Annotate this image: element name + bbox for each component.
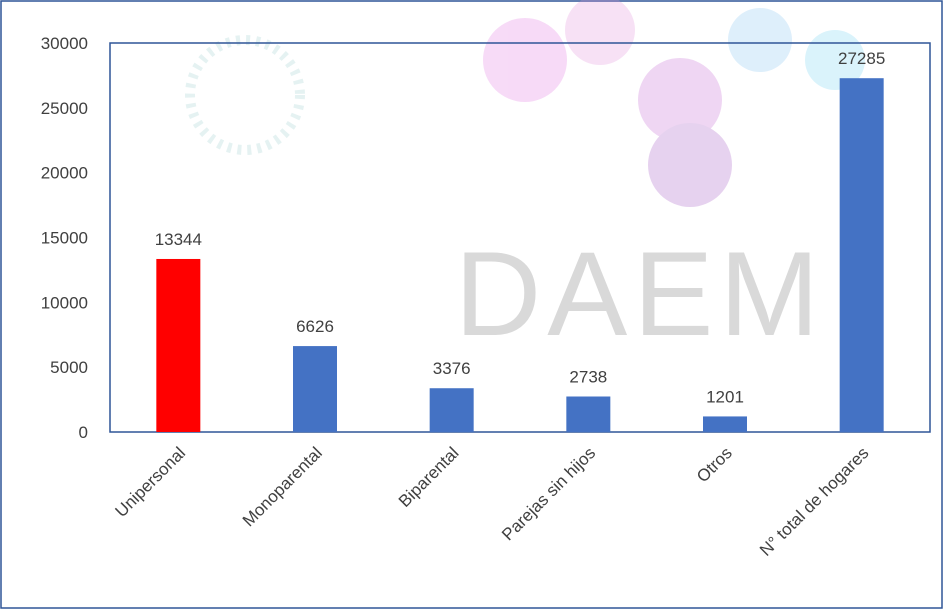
value-label: 3376 (433, 359, 471, 378)
y-tick-label: 30000 (41, 34, 88, 53)
y-tick-label: 15000 (41, 229, 88, 248)
bar (430, 388, 474, 432)
bar (840, 78, 884, 432)
y-tick-label: 0 (79, 423, 88, 442)
page: {"chart_data": {"type": "bar", "watermar… (0, 0, 943, 614)
y-tick-label: 20000 (41, 164, 88, 183)
value-label: 27285 (838, 49, 885, 68)
watermark: DAEM (455, 227, 826, 361)
value-label: 6626 (296, 317, 334, 336)
bar (566, 396, 610, 432)
value-label: 1201 (706, 387, 744, 406)
y-tick-label: 10000 (41, 293, 88, 312)
chart: DAEM 0 5000 10000 15000 20000 25000 30000 13344… (0, 0, 943, 609)
value-label: 2738 (569, 367, 607, 386)
bar (156, 259, 200, 432)
bar (703, 416, 747, 432)
y-tick-label: 5000 (50, 358, 88, 377)
y-tick-label: 25000 (41, 99, 88, 118)
bar (293, 346, 337, 432)
value-label: 13344 (155, 230, 202, 249)
